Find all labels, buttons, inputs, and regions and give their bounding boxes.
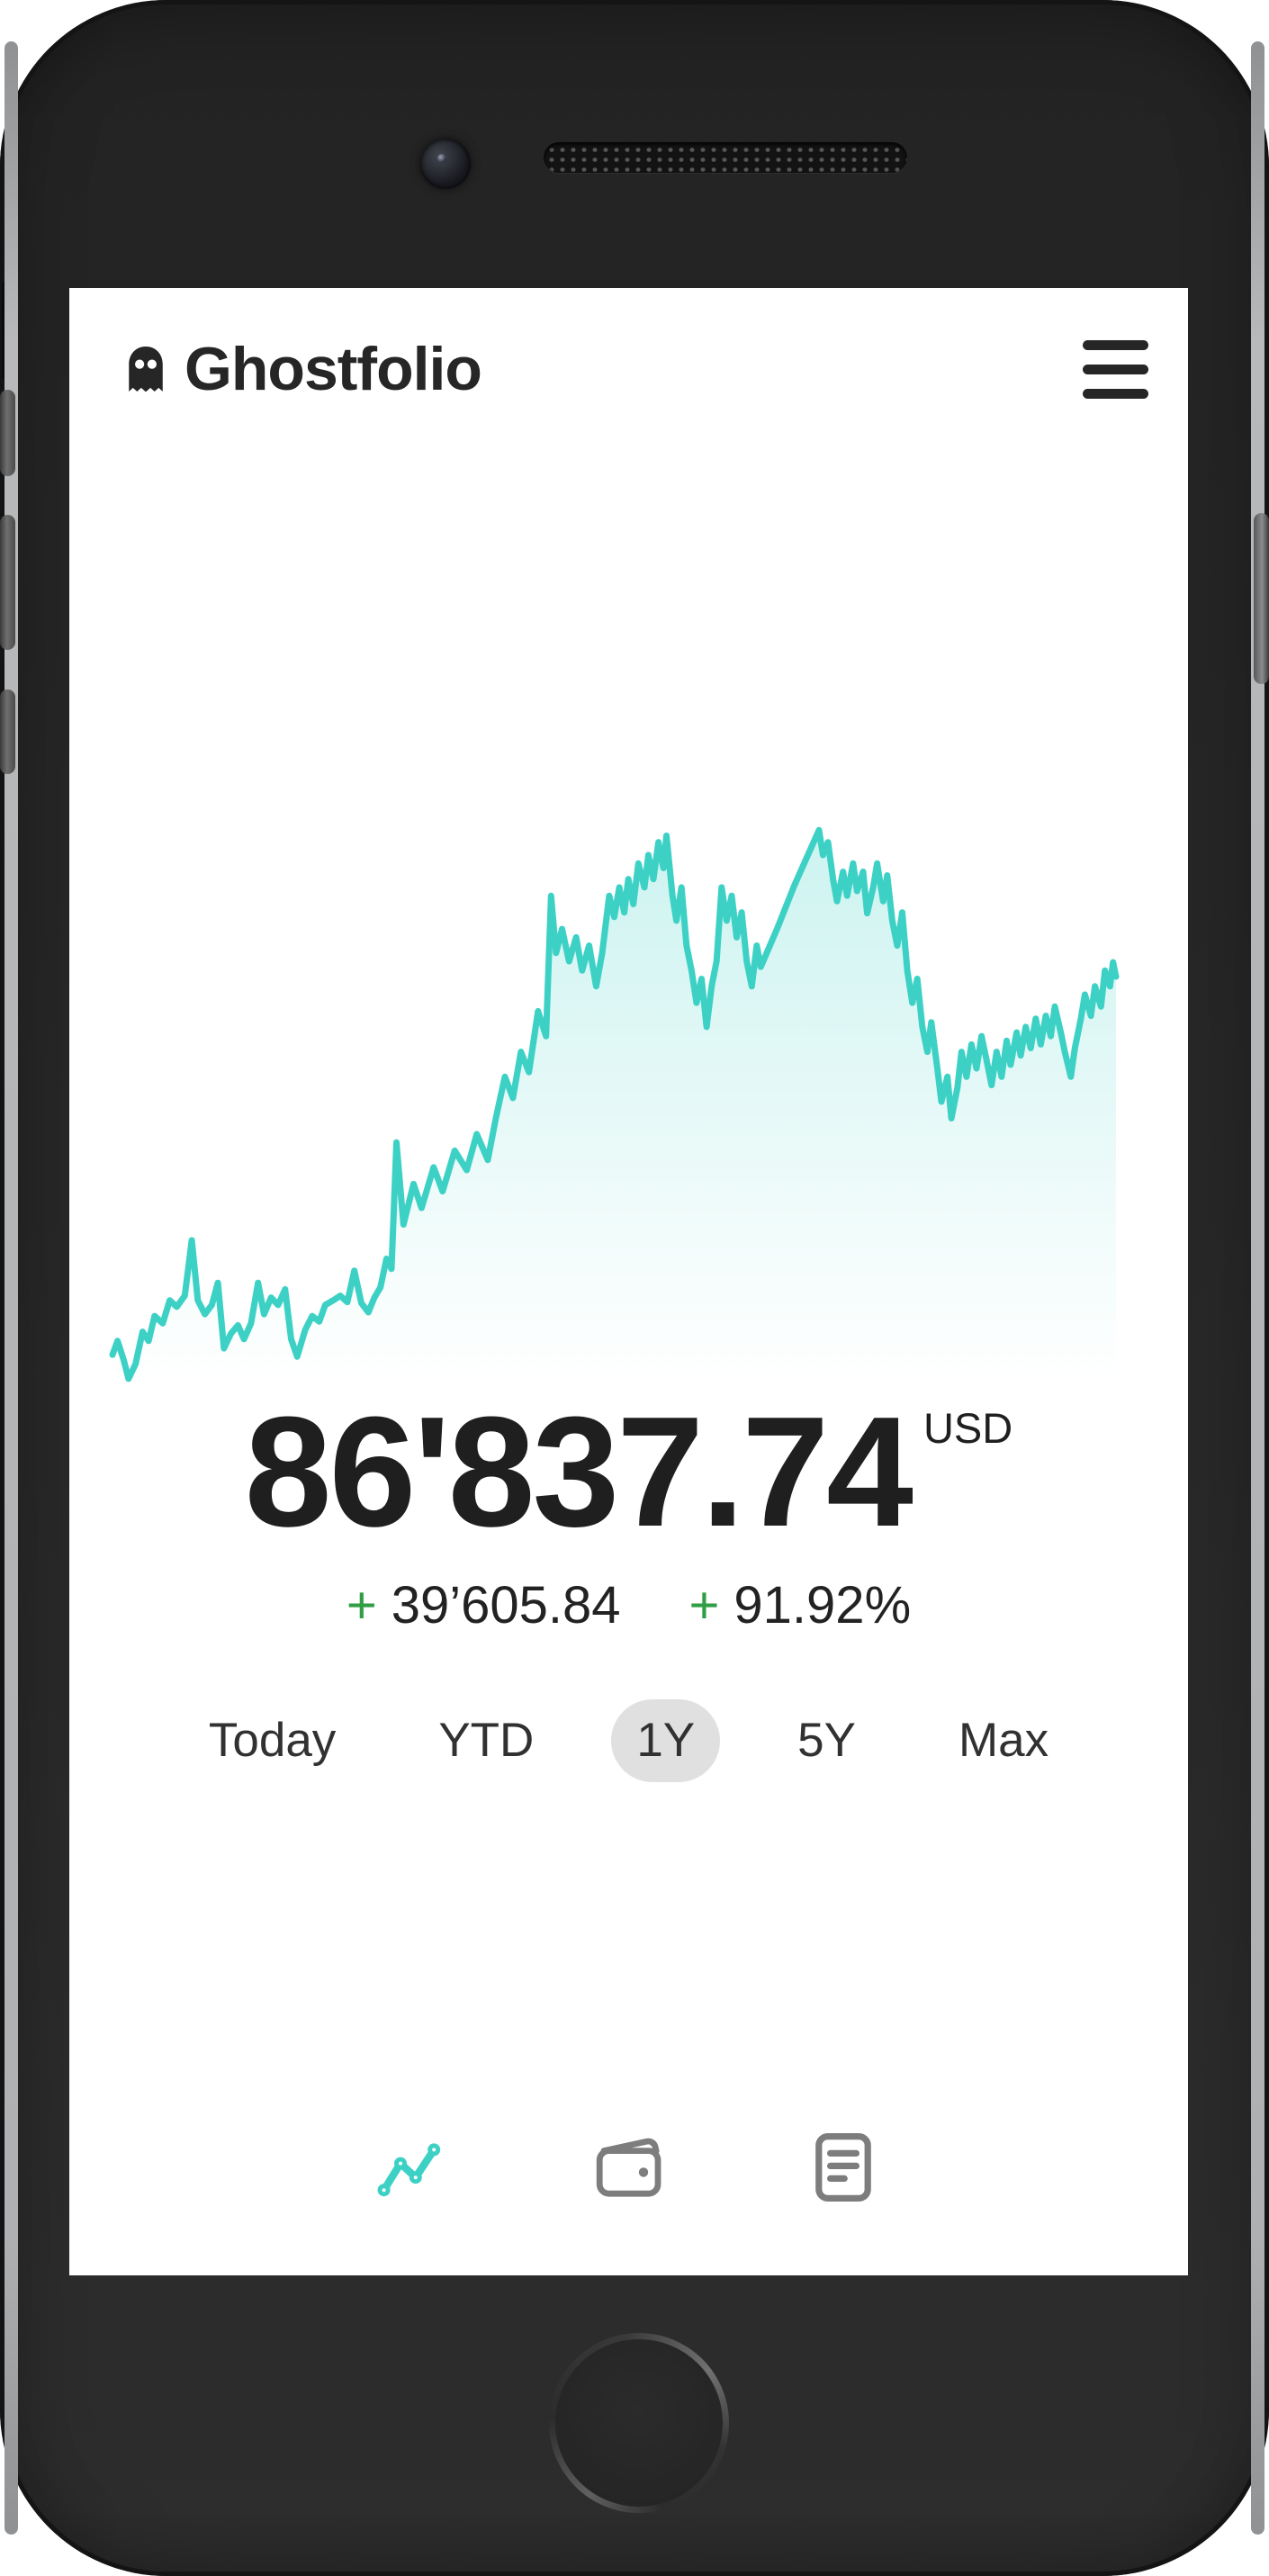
period-button-ytd[interactable]: YTD bbox=[413, 1699, 559, 1782]
bottom-tab-bar bbox=[69, 2121, 1188, 2214]
period-button-1y[interactable]: 1Y bbox=[611, 1699, 721, 1783]
portfolio-total-value: 86'837.74 bbox=[244, 1383, 914, 1559]
currency-label: USD bbox=[922, 1403, 1013, 1452]
change-absolute: + 39’605.84 bbox=[346, 1575, 621, 1635]
volume-up-button bbox=[0, 515, 15, 650]
page-title: Ghostfolio bbox=[184, 335, 482, 403]
app-header: Ghostfolio bbox=[123, 324, 1148, 414]
tab-performance[interactable] bbox=[372, 2121, 458, 2214]
app-screen: Ghostfolio 86'837.74 USD bbox=[69, 288, 1188, 2275]
period-button-today[interactable]: Today bbox=[184, 1699, 361, 1782]
hamburger-menu-icon[interactable] bbox=[1083, 335, 1148, 404]
mute-button bbox=[0, 390, 15, 476]
app-logo: Ghostfolio bbox=[123, 334, 482, 404]
portfolio-change-row: + 39’605.84 + 91.92% bbox=[69, 1575, 1188, 1635]
earpiece-speaker bbox=[544, 142, 907, 173]
transactions-list-icon bbox=[814, 2133, 871, 2202]
period-button-5y[interactable]: 5Y bbox=[772, 1699, 881, 1782]
period-button-max[interactable]: Max bbox=[933, 1699, 1074, 1782]
portfolio-chart[interactable] bbox=[109, 819, 1120, 1383]
tab-transactions[interactable] bbox=[800, 2121, 886, 2214]
volume-down-button bbox=[0, 689, 15, 774]
phone-rim-right bbox=[1251, 41, 1264, 2535]
plus-sign: + bbox=[346, 1576, 377, 1635]
phone-rim-left bbox=[4, 41, 18, 2535]
chart-icon-dots bbox=[377, 2143, 440, 2197]
plus-sign: + bbox=[688, 1576, 720, 1635]
portfolio-chart-svg bbox=[109, 826, 1120, 1383]
performance-chart-icon bbox=[377, 2143, 440, 2197]
period-selector: Today YTD 1Y 5Y Max bbox=[69, 1699, 1188, 1783]
portfolio-value-block: 86'837.74 USD bbox=[69, 1393, 1188, 1550]
change-percent-value: 91.92% bbox=[734, 1576, 912, 1635]
wallet-clasp-dot bbox=[638, 2167, 648, 2177]
ghost-icon bbox=[129, 347, 163, 392]
change-percent: + 91.92% bbox=[689, 1575, 912, 1635]
home-button[interactable] bbox=[549, 2333, 729, 2513]
chart-line bbox=[109, 826, 1120, 1383]
change-absolute-value: 39’605.84 bbox=[391, 1576, 621, 1635]
chart-area-fill bbox=[112, 830, 1116, 1382]
wallet-icon bbox=[596, 2138, 661, 2197]
tab-wallet[interactable] bbox=[586, 2121, 672, 2214]
power-button bbox=[1254, 513, 1269, 684]
front-camera bbox=[420, 139, 471, 189]
